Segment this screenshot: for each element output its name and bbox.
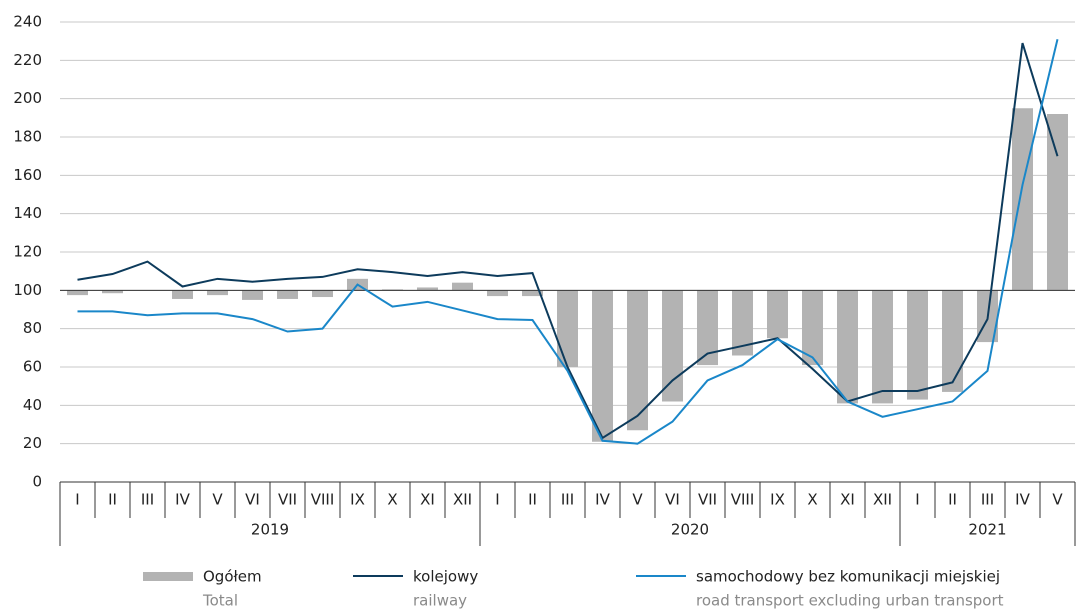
bar [207, 290, 228, 296]
bar [242, 290, 263, 300]
bar [802, 290, 823, 366]
x-tick-label: V [212, 491, 223, 509]
x-tick-label: X [387, 491, 397, 509]
y-tick-label: 20 [23, 434, 42, 452]
x-tick-label: IX [350, 491, 365, 509]
bar [277, 290, 298, 299]
y-tick-label: 180 [13, 128, 42, 146]
bar [872, 290, 893, 404]
x-tick-label: V [632, 491, 643, 509]
x-tick-label: IV [1015, 491, 1030, 509]
x-tick-label: VIII [311, 491, 335, 509]
x-tick-label: II [528, 491, 537, 509]
bar [1047, 114, 1068, 291]
x-tick-label: I [495, 491, 499, 509]
x-tick-label: III [141, 491, 154, 509]
x-tick-label: IV [175, 491, 190, 509]
x-tick-label: IV [595, 491, 610, 509]
x-tick-label: XI [420, 491, 435, 509]
bar [837, 290, 858, 404]
x-tick-label: VII [698, 491, 717, 509]
bar [627, 290, 648, 431]
x-tick-label: V [1052, 491, 1063, 509]
line [77, 42, 1059, 440]
x-tick-label: VI [665, 491, 680, 509]
y-tick-label: 80 [23, 319, 42, 337]
y-tick-label: 160 [13, 166, 42, 184]
y-tick-label: 60 [23, 358, 42, 376]
legend-swatch [143, 572, 193, 581]
y-tick-label: 200 [13, 89, 42, 107]
x-tick-label: XII [453, 491, 472, 509]
year-label: 2019 [251, 521, 289, 539]
bar [452, 282, 473, 291]
x-tick-label: XII [873, 491, 892, 509]
bar [1012, 108, 1033, 291]
x-tick-label: XI [840, 491, 855, 509]
y-tick-label: 0 [32, 473, 42, 491]
bar [697, 290, 718, 366]
bar [732, 290, 753, 356]
y-tick-label: 240 [13, 13, 42, 31]
bar [522, 290, 543, 297]
x-tick-label: I [915, 491, 919, 509]
y-tick-label: 220 [13, 51, 42, 69]
line [77, 39, 1059, 445]
year-label: 2021 [968, 521, 1006, 539]
legend-label-en: Total [202, 592, 238, 610]
x-tick-label: VI [245, 491, 260, 509]
x-tick-label: X [807, 491, 817, 509]
x-tick-label: III [561, 491, 574, 509]
legend-label-en: road transport excluding urban transport [696, 592, 1004, 610]
legend-label: kolejowy [413, 568, 478, 586]
bar [767, 290, 788, 339]
legend-label: Ogółem [203, 568, 262, 586]
bar [172, 290, 193, 299]
x-tick-label: III [981, 491, 994, 509]
y-tick-label: 120 [13, 243, 42, 261]
bar [942, 290, 963, 392]
bar [312, 290, 333, 298]
legend-label: samochodowy bez komunikacji miejskiej [696, 568, 1000, 586]
x-tick-label: I [75, 491, 79, 509]
y-tick-label: 100 [13, 281, 42, 299]
x-tick-label: II [948, 491, 957, 509]
year-label: 2020 [671, 521, 709, 539]
bar [557, 290, 578, 367]
x-tick-label: VII [278, 491, 297, 509]
bar [67, 290, 88, 296]
x-tick-label: IX [770, 491, 785, 509]
y-tick-label: 140 [13, 204, 42, 222]
bar [417, 287, 438, 291]
x-tick-label: II [108, 491, 117, 509]
bar [102, 290, 123, 294]
bar [662, 290, 683, 402]
x-tick-label: VIII [731, 491, 755, 509]
bar [907, 290, 928, 400]
legend-label-en: railway [413, 592, 467, 610]
bar [592, 290, 613, 442]
bar [487, 290, 508, 297]
y-tick-label: 40 [23, 396, 42, 414]
